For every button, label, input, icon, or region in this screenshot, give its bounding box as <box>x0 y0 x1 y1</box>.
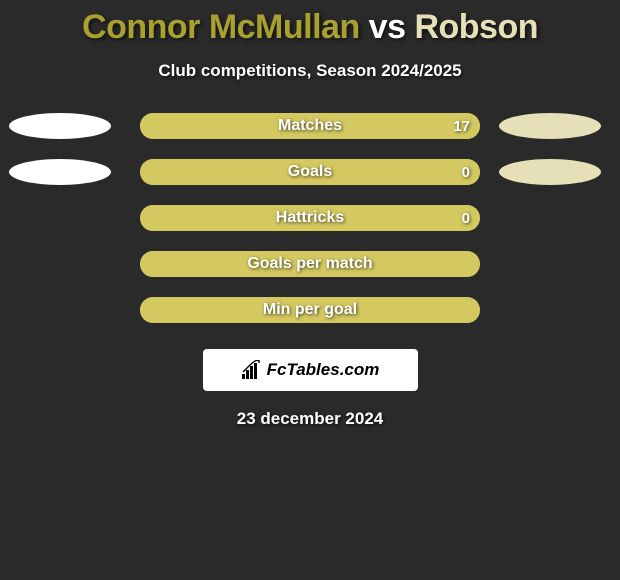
player1-marker <box>9 113 111 139</box>
chart-icon <box>241 360 263 380</box>
player2-marker <box>499 113 601 139</box>
stat-row: Min per goal <box>0 297 620 323</box>
player1-marker <box>9 159 111 185</box>
title-part: Connor McMullan <box>82 8 360 46</box>
player2-marker <box>499 159 601 185</box>
stat-label: Min per goal <box>263 301 357 319</box>
stat-label: Hattricks <box>276 209 344 227</box>
comparison-infographic: Connor McMullan vs Robson Club competiti… <box>0 0 620 429</box>
brand-box: FcTables.com <box>203 349 418 391</box>
stats-chart: Matches 17 Goals 0 Hattricks 0 Goals per match… <box>0 113 620 343</box>
stat-value: 0 <box>462 164 470 181</box>
stat-bar: Matches 17 <box>140 113 480 139</box>
stat-bar: Min per goal <box>140 297 480 323</box>
subtitle: Club competitions, Season 2024/2025 <box>158 61 461 81</box>
page-title: Connor McMullan vs Robson <box>82 8 538 47</box>
title-part: Robson <box>414 8 538 46</box>
brand-text: FcTables.com <box>267 360 380 380</box>
stat-row: Goals per match <box>0 251 620 277</box>
title-part: vs <box>360 8 415 46</box>
stat-row: Matches 17 <box>0 113 620 139</box>
stat-row: Hattricks 0 <box>0 205 620 231</box>
date-text: 23 december 2024 <box>237 409 384 429</box>
stat-bar: Goals per match <box>140 251 480 277</box>
stat-value: 0 <box>462 210 470 227</box>
stat-label: Goals <box>288 163 332 181</box>
stat-row: Goals 0 <box>0 159 620 185</box>
stat-bar: Hattricks 0 <box>140 205 480 231</box>
stat-bar: Goals 0 <box>140 159 480 185</box>
stat-label: Matches <box>278 117 342 135</box>
brand-logo: FcTables.com <box>241 360 380 380</box>
stat-value: 17 <box>453 118 470 135</box>
stat-label: Goals per match <box>247 255 372 273</box>
